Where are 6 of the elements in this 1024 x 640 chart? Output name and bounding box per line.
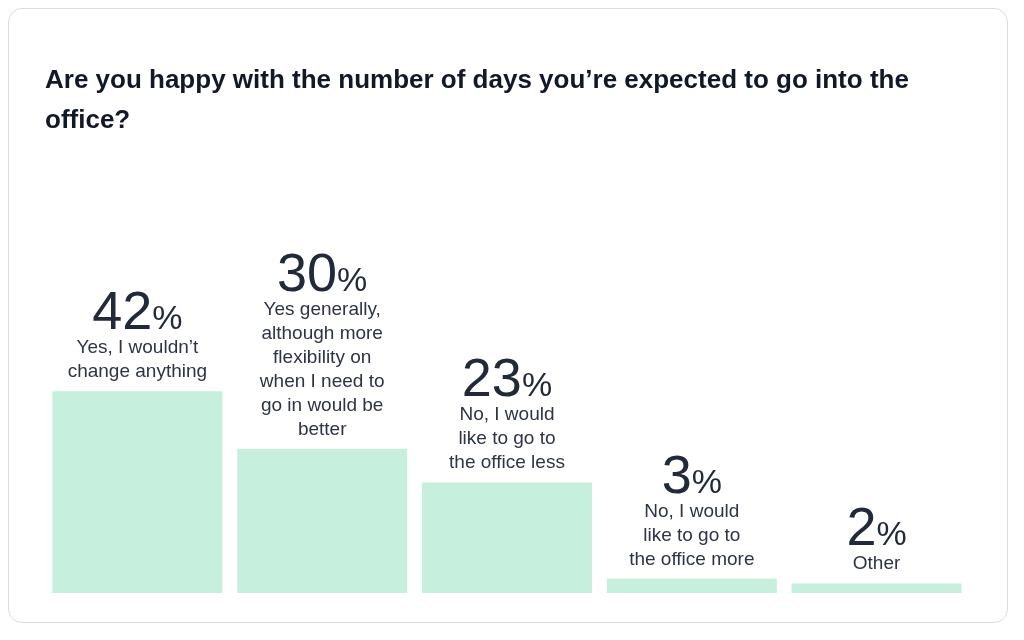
bar [237,448,408,593]
bar [791,583,962,593]
bar [421,482,592,593]
bar [52,391,223,593]
chart-title: Are you happy with the number of days you’re expected to go into the office? [44,63,910,136]
bar [606,578,777,593]
